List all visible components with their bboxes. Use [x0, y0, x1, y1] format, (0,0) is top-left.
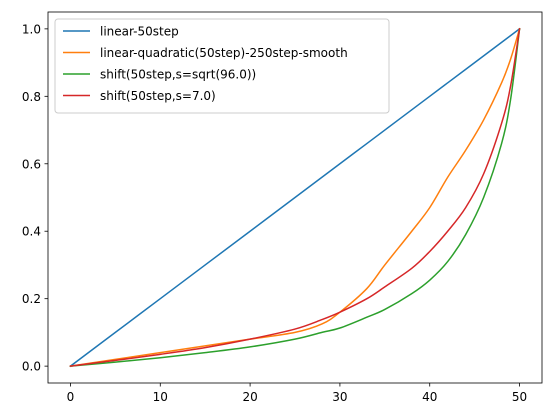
legend-label-3: shift(50step,s=sqrt(96.0)) [100, 68, 256, 82]
legend: linear-50step linear-quadratic(50step)-25… [54, 18, 390, 114]
y-tick-label: 0.6 [22, 157, 41, 171]
plot-frame [47, 11, 543, 384]
y-tick-label: 0.8 [22, 90, 41, 104]
legend-box [54, 18, 390, 114]
y-axis: 0.0 0.2 0.4 0.6 0.8 1.0 [22, 22, 48, 374]
x-tick-label: 30 [332, 390, 347, 404]
x-tick-label: 50 [512, 390, 527, 404]
series-layer [69, 27, 521, 368]
y-tick-label: 0.4 [22, 225, 41, 239]
x-tick-label: 10 [153, 390, 168, 404]
x-tick-label: 0 [67, 390, 75, 404]
legend-label-1: linear-50step [100, 25, 179, 39]
x-tick-label: 20 [242, 390, 257, 404]
y-tick-label: 0.2 [22, 292, 41, 306]
legend-label-2: linear-quadratic(50step)-250step-smooth [100, 46, 348, 60]
y-tick-label: 0.0 [22, 360, 41, 374]
series-line-2 [69, 27, 521, 367]
x-tick-label: 40 [422, 390, 437, 404]
series-line-1 [69, 27, 521, 368]
legend-label-4: shift(50step,s=7.0) [100, 89, 216, 103]
x-axis: 0 10 20 30 40 50 [67, 383, 527, 404]
series-line-4 [69, 28, 521, 367]
series-line-3 [69, 28, 521, 367]
y-tick-label: 1.0 [22, 22, 41, 36]
